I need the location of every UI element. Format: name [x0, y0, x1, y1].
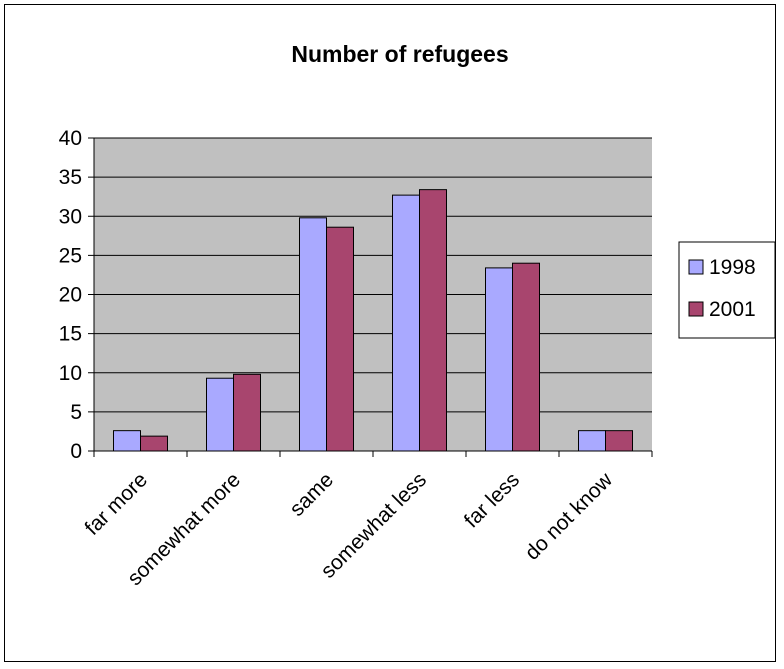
chart-title: Number of refugees	[291, 41, 508, 67]
bars	[113, 189, 633, 452]
legend-box	[678, 241, 776, 339]
bar-1998-far-more	[113, 430, 141, 452]
y-tick-label: 25	[59, 244, 82, 267]
legend-swatch-2001	[688, 301, 704, 317]
x-tick-label: far more	[80, 468, 152, 540]
y-tick-label: 15	[59, 323, 82, 346]
bar-1998-far-less	[485, 267, 513, 452]
bar-1998-somewhat-more	[206, 377, 234, 452]
bar-2001-do-not-know	[605, 430, 633, 452]
x-tick-label: do not know	[521, 468, 618, 565]
x-tick-label: same	[285, 468, 338, 521]
legend: 1998 2001	[678, 241, 776, 339]
bar-1998-somewhat-less	[392, 194, 420, 452]
bar-2001-same	[326, 226, 354, 452]
axes	[88, 137, 653, 457]
y-tick-labels: 0 5 10 15 20 25 30 35 40	[59, 127, 82, 463]
y-tick-label: 0	[70, 440, 82, 463]
bar-2001-far-more	[140, 435, 168, 452]
bar-1998-do-not-know	[578, 430, 606, 452]
y-tick-label: 30	[59, 205, 82, 228]
y-tick-label: 35	[59, 166, 82, 189]
gridlines	[94, 137, 652, 413]
bar-2001-somewhat-less	[419, 189, 447, 452]
bar-2001-far-less	[512, 262, 540, 452]
legend-label-1998: 1998	[709, 256, 756, 279]
x-tick-label: far less	[460, 468, 524, 532]
legend-swatch-1998	[688, 259, 704, 275]
y-tick-label: 20	[59, 284, 82, 307]
legend-label-2001: 2001	[709, 298, 756, 321]
bar-2001-somewhat-more	[233, 373, 261, 452]
y-tick-label: 40	[59, 127, 82, 150]
bar-1998-same	[299, 217, 327, 452]
y-tick-label: 10	[59, 362, 82, 385]
y-tick-label: 5	[70, 401, 82, 424]
